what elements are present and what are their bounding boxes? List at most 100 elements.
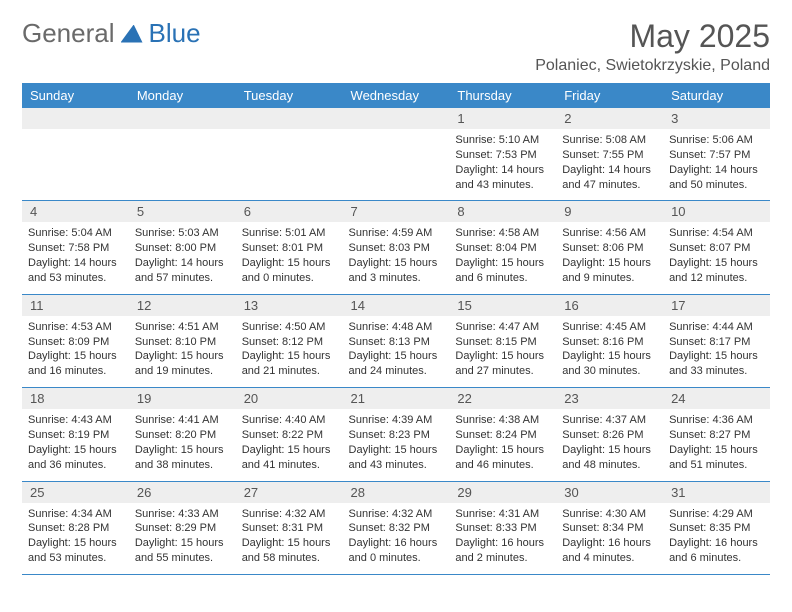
daylight-line: Daylight: 15 hours and 27 minutes. <box>455 349 550 379</box>
day-number-cell: 7 <box>343 201 450 223</box>
day-detail-cell: Sunrise: 4:45 AMSunset: 8:16 PMDaylight:… <box>556 316 663 388</box>
day-info: Sunrise: 4:32 AMSunset: 8:32 PMDaylight:… <box>349 507 444 566</box>
daylight-line: Daylight: 15 hours and 12 minutes. <box>669 256 764 286</box>
sunset-line: Sunset: 8:19 PM <box>28 428 123 443</box>
daylight-line: Daylight: 16 hours and 6 minutes. <box>669 536 764 566</box>
day-detail-cell: Sunrise: 4:43 AMSunset: 8:19 PMDaylight:… <box>22 409 129 481</box>
day-number-cell: 21 <box>343 388 450 410</box>
daylight-line: Daylight: 14 hours and 53 minutes. <box>28 256 123 286</box>
sunrise-line: Sunrise: 4:59 AM <box>349 226 444 241</box>
daylight-line: Daylight: 16 hours and 0 minutes. <box>349 536 444 566</box>
day-number-cell: 4 <box>22 201 129 223</box>
logo-word-general: General <box>22 18 115 49</box>
day-number-cell: 24 <box>663 388 770 410</box>
day-info: Sunrise: 4:58 AMSunset: 8:04 PMDaylight:… <box>455 226 550 285</box>
day-info: Sunrise: 4:31 AMSunset: 8:33 PMDaylight:… <box>455 507 550 566</box>
sunset-line: Sunset: 8:28 PM <box>28 521 123 536</box>
weekday-header-row: SundayMondayTuesdayWednesdayThursdayFrid… <box>22 83 770 108</box>
daylight-line: Daylight: 15 hours and 19 minutes. <box>135 349 230 379</box>
day-number-cell <box>343 108 450 129</box>
sunset-line: Sunset: 8:20 PM <box>135 428 230 443</box>
sunset-line: Sunset: 8:34 PM <box>562 521 657 536</box>
sunset-line: Sunset: 8:12 PM <box>242 335 337 350</box>
day-info: Sunrise: 4:33 AMSunset: 8:29 PMDaylight:… <box>135 507 230 566</box>
day-detail-cell <box>343 129 450 201</box>
day-number-cell: 3 <box>663 108 770 129</box>
day-detail-cell: Sunrise: 4:50 AMSunset: 8:12 PMDaylight:… <box>236 316 343 388</box>
sunrise-line: Sunrise: 4:41 AM <box>135 413 230 428</box>
day-detail-cell: Sunrise: 5:01 AMSunset: 8:01 PMDaylight:… <box>236 222 343 294</box>
daylight-line: Daylight: 15 hours and 53 minutes. <box>28 536 123 566</box>
day-number-row: 18192021222324 <box>22 388 770 410</box>
sunrise-line: Sunrise: 4:45 AM <box>562 320 657 335</box>
daylight-line: Daylight: 15 hours and 21 minutes. <box>242 349 337 379</box>
day-info: Sunrise: 4:51 AMSunset: 8:10 PMDaylight:… <box>135 320 230 379</box>
sunset-line: Sunset: 7:57 PM <box>669 148 764 163</box>
logo: General Blue <box>22 18 201 49</box>
day-detail-cell: Sunrise: 4:37 AMSunset: 8:26 PMDaylight:… <box>556 409 663 481</box>
day-info: Sunrise: 4:50 AMSunset: 8:12 PMDaylight:… <box>242 320 337 379</box>
daylight-line: Daylight: 15 hours and 41 minutes. <box>242 443 337 473</box>
day-detail-row: Sunrise: 5:04 AMSunset: 7:58 PMDaylight:… <box>22 222 770 294</box>
sunrise-line: Sunrise: 4:38 AM <box>455 413 550 428</box>
day-number-cell: 20 <box>236 388 343 410</box>
sunrise-line: Sunrise: 4:50 AM <box>242 320 337 335</box>
day-number-cell: 14 <box>343 294 450 316</box>
day-number-cell: 13 <box>236 294 343 316</box>
day-info: Sunrise: 4:32 AMSunset: 8:31 PMDaylight:… <box>242 507 337 566</box>
sunrise-line: Sunrise: 5:06 AM <box>669 133 764 148</box>
day-detail-cell: Sunrise: 4:58 AMSunset: 8:04 PMDaylight:… <box>449 222 556 294</box>
day-number-cell: 22 <box>449 388 556 410</box>
day-info: Sunrise: 4:30 AMSunset: 8:34 PMDaylight:… <box>562 507 657 566</box>
page-header: General Blue May 2025 Polaniec, Swietokr… <box>22 18 770 75</box>
day-detail-cell: Sunrise: 4:34 AMSunset: 8:28 PMDaylight:… <box>22 503 129 575</box>
sunset-line: Sunset: 7:53 PM <box>455 148 550 163</box>
sunset-line: Sunset: 8:24 PM <box>455 428 550 443</box>
day-detail-cell: Sunrise: 4:31 AMSunset: 8:33 PMDaylight:… <box>449 503 556 575</box>
day-number-cell: 9 <box>556 201 663 223</box>
sunrise-line: Sunrise: 4:44 AM <box>669 320 764 335</box>
day-detail-cell: Sunrise: 4:56 AMSunset: 8:06 PMDaylight:… <box>556 222 663 294</box>
daylight-line: Daylight: 15 hours and 30 minutes. <box>562 349 657 379</box>
weekday-header: Tuesday <box>236 83 343 108</box>
day-detail-cell: Sunrise: 5:08 AMSunset: 7:55 PMDaylight:… <box>556 129 663 201</box>
sunrise-line: Sunrise: 4:32 AM <box>242 507 337 522</box>
day-info: Sunrise: 5:04 AMSunset: 7:58 PMDaylight:… <box>28 226 123 285</box>
sunrise-line: Sunrise: 4:48 AM <box>349 320 444 335</box>
daylight-line: Daylight: 15 hours and 6 minutes. <box>455 256 550 286</box>
day-detail-cell <box>129 129 236 201</box>
sunset-line: Sunset: 8:09 PM <box>28 335 123 350</box>
day-number-cell <box>236 108 343 129</box>
day-info: Sunrise: 5:10 AMSunset: 7:53 PMDaylight:… <box>455 133 550 192</box>
day-info: Sunrise: 4:29 AMSunset: 8:35 PMDaylight:… <box>669 507 764 566</box>
daylight-line: Daylight: 15 hours and 51 minutes. <box>669 443 764 473</box>
sunrise-line: Sunrise: 4:32 AM <box>349 507 444 522</box>
sunset-line: Sunset: 8:35 PM <box>669 521 764 536</box>
day-number-cell: 17 <box>663 294 770 316</box>
sunset-line: Sunset: 8:15 PM <box>455 335 550 350</box>
day-detail-cell: Sunrise: 4:40 AMSunset: 8:22 PMDaylight:… <box>236 409 343 481</box>
sunrise-line: Sunrise: 4:43 AM <box>28 413 123 428</box>
day-detail-cell: Sunrise: 4:38 AMSunset: 8:24 PMDaylight:… <box>449 409 556 481</box>
day-number-row: 45678910 <box>22 201 770 223</box>
day-number-cell <box>129 108 236 129</box>
sunrise-line: Sunrise: 4:56 AM <box>562 226 657 241</box>
day-detail-cell <box>22 129 129 201</box>
sunset-line: Sunset: 8:22 PM <box>242 428 337 443</box>
day-info: Sunrise: 4:45 AMSunset: 8:16 PMDaylight:… <box>562 320 657 379</box>
day-info: Sunrise: 4:41 AMSunset: 8:20 PMDaylight:… <box>135 413 230 472</box>
weekday-header: Thursday <box>449 83 556 108</box>
day-number-cell: 2 <box>556 108 663 129</box>
day-info: Sunrise: 4:34 AMSunset: 8:28 PMDaylight:… <box>28 507 123 566</box>
day-number-cell: 1 <box>449 108 556 129</box>
day-detail-cell: Sunrise: 4:29 AMSunset: 8:35 PMDaylight:… <box>663 503 770 575</box>
day-detail-cell: Sunrise: 4:39 AMSunset: 8:23 PMDaylight:… <box>343 409 450 481</box>
sunrise-line: Sunrise: 4:40 AM <box>242 413 337 428</box>
daylight-line: Daylight: 15 hours and 3 minutes. <box>349 256 444 286</box>
day-detail-cell <box>236 129 343 201</box>
sunrise-line: Sunrise: 4:54 AM <box>669 226 764 241</box>
daylight-line: Daylight: 15 hours and 9 minutes. <box>562 256 657 286</box>
sunrise-line: Sunrise: 4:53 AM <box>28 320 123 335</box>
day-number-cell: 6 <box>236 201 343 223</box>
day-info: Sunrise: 5:06 AMSunset: 7:57 PMDaylight:… <box>669 133 764 192</box>
